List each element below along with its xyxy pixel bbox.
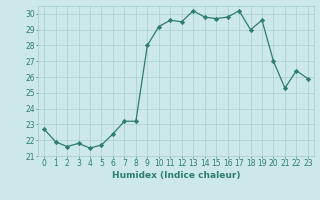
X-axis label: Humidex (Indice chaleur): Humidex (Indice chaleur) xyxy=(112,171,240,180)
